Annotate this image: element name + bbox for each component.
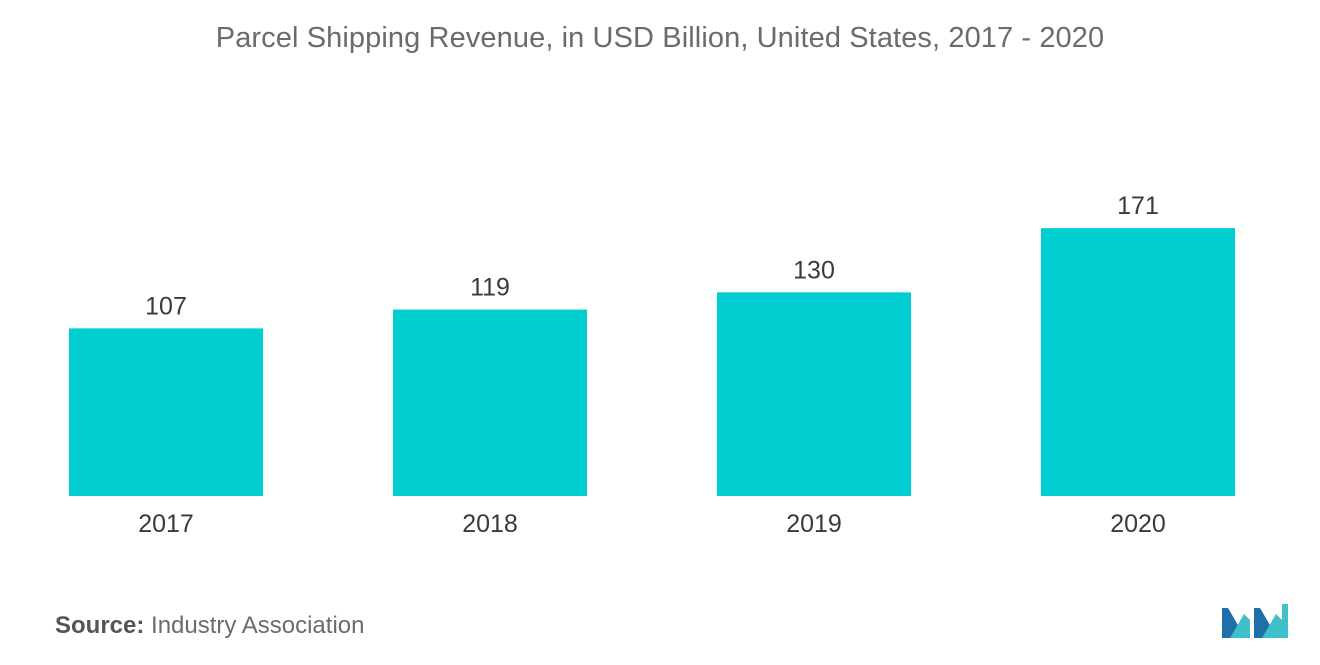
value-label-2018: 119 — [470, 274, 510, 302]
bar-2020 — [1041, 228, 1235, 497]
x-tick-label-2020: 2020 — [1110, 510, 1166, 538]
bar-2019 — [717, 292, 911, 496]
bars-layer — [69, 228, 1235, 497]
value-label-2020: 171 — [1117, 192, 1159, 220]
x-tick-label-2019: 2019 — [786, 510, 842, 538]
x-tick-labels-layer: 2017 2018 2019 2020 — [138, 510, 1166, 538]
source-text: Industry Association — [151, 612, 365, 639]
mordor-intelligence-logo-icon — [1222, 604, 1288, 638]
bar-2018 — [393, 309, 587, 496]
x-tick-label-2017: 2017 — [138, 510, 194, 538]
chart-title: Parcel Shipping Revenue, in USD Billion,… — [215, 22, 1105, 54]
bar-2017 — [69, 328, 263, 496]
value-label-2017: 107 — [145, 292, 187, 320]
source-note: Source: Industry Association — [55, 612, 364, 640]
value-labels-layer: 107 119 130 171 — [145, 192, 1159, 320]
x-tick-label-2018: 2018 — [462, 510, 518, 538]
value-label-2019: 130 — [793, 256, 835, 284]
source-label: Source: — [55, 612, 145, 639]
